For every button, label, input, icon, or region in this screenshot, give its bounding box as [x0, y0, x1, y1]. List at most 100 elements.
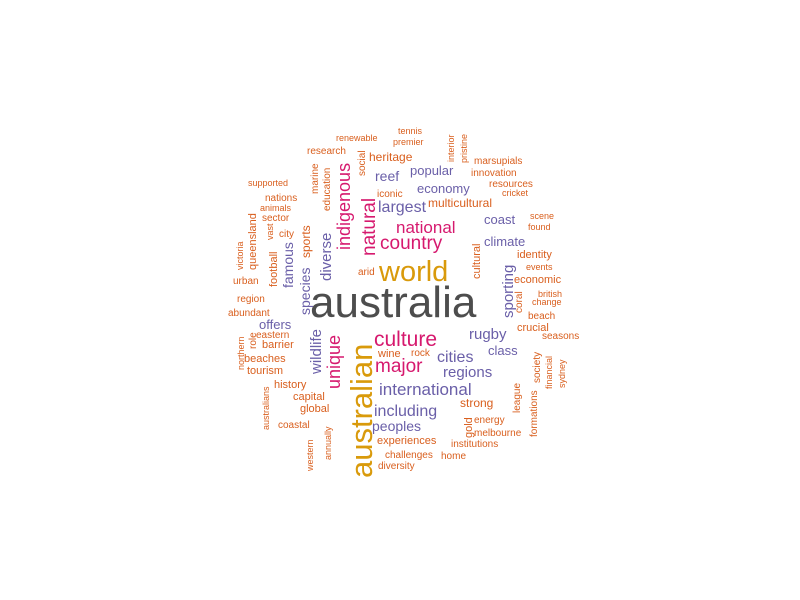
word-innovation: innovation	[471, 168, 517, 179]
word-strong: strong	[460, 396, 493, 410]
word-heritage: heritage	[369, 150, 413, 164]
word-british: british	[538, 289, 562, 299]
word-australia: australia	[310, 278, 477, 327]
word-formations: formations	[529, 390, 540, 437]
word-climate: climate	[484, 234, 525, 249]
word-social: social	[357, 150, 368, 176]
word-role: role	[248, 332, 259, 349]
word-research: research	[307, 146, 346, 157]
word-iconic: iconic	[377, 189, 403, 200]
word-rock: rock	[411, 348, 431, 359]
word-events: events	[526, 262, 553, 272]
word-western: western	[305, 439, 315, 472]
word-diverse: diverse	[318, 233, 335, 281]
word-history: history	[274, 379, 307, 391]
word-sector: sector	[262, 213, 290, 224]
word-beaches: beaches	[244, 353, 286, 365]
word-marine: marine	[310, 163, 321, 194]
word-scene: scene	[530, 211, 554, 221]
word-nations: nations	[265, 193, 297, 204]
word-national: national	[396, 218, 456, 237]
word-world: world	[378, 256, 448, 288]
word-cities: cities	[437, 349, 473, 366]
word-culture: culture	[374, 328, 437, 351]
word-renewable: renewable	[336, 133, 378, 143]
word-sporting: sporting	[500, 265, 517, 318]
word-identity: identity	[517, 249, 552, 261]
word-including: including	[374, 403, 437, 420]
word-major: major	[375, 356, 423, 377]
word-energy: energy	[474, 415, 505, 426]
word-experiences: experiences	[377, 435, 437, 447]
word-species: species	[297, 268, 313, 315]
word-regions: regions	[443, 364, 492, 381]
word-victoria: victoria	[235, 241, 245, 270]
word-found: found	[528, 222, 551, 232]
word-interior: interior	[446, 134, 456, 162]
word-global: global	[300, 403, 329, 415]
word-coastal: coastal	[278, 420, 310, 431]
word-premier: premier	[393, 137, 424, 147]
word-economy: economy	[417, 181, 470, 196]
word-education: education	[322, 168, 333, 211]
word-rugby: rugby	[469, 326, 507, 343]
word-gold: gold	[463, 417, 475, 438]
word-urban: urban	[233, 276, 259, 287]
word-diversity: diversity	[378, 461, 415, 472]
word-capital: capital	[293, 391, 325, 403]
word-class: class	[488, 343, 518, 358]
word-melbourne: melbourne	[474, 428, 522, 439]
word-institutions: institutions	[451, 439, 498, 450]
word-pristine: pristine	[459, 134, 469, 163]
word-financial: financial	[544, 356, 554, 389]
word-australian: australian	[344, 344, 379, 478]
word-wildlife: wildlife	[308, 329, 325, 375]
word-barrier: barrier	[262, 339, 294, 351]
word-city: city	[279, 229, 294, 240]
word-natural: natural	[359, 198, 380, 256]
word-northern: northern	[236, 336, 246, 370]
word-tourism: tourism	[247, 365, 283, 377]
word-coast: coast	[484, 212, 515, 227]
word-famous: famous	[280, 242, 296, 288]
word-indigenous: indigenous	[334, 163, 354, 250]
word-league: league	[512, 383, 523, 413]
word-beach: beach	[528, 311, 555, 322]
word-annually: annually	[323, 426, 333, 460]
word-queensland: queensland	[247, 213, 259, 270]
word-marsupials: marsupials	[474, 156, 522, 167]
word-abundant: abundant	[228, 308, 270, 319]
word-eastern: eastern	[256, 330, 289, 341]
word-vast: vast	[265, 223, 275, 240]
word-animals: animals	[260, 203, 292, 213]
word-peoples: peoples	[372, 418, 421, 434]
word-cloud-words: australia australian world culture country ma…	[228, 126, 579, 478]
word-supported: supported	[248, 178, 288, 188]
word-reef: reef	[375, 168, 399, 184]
word-crucial: crucial	[517, 322, 549, 334]
word-cricket: cricket	[502, 188, 529, 198]
word-country: country	[380, 233, 443, 254]
word-international: international	[379, 380, 472, 399]
word-sports: sports	[299, 225, 313, 258]
word-challenges: challenges	[385, 450, 433, 461]
word-seasons: seasons	[542, 331, 579, 342]
word-largest: largest	[378, 199, 427, 216]
word-tennis: tennis	[398, 126, 423, 136]
word-football: football	[268, 252, 280, 287]
word-offers: offers	[259, 317, 292, 332]
word-society: society	[532, 352, 543, 383]
word-cultural: cultural	[471, 244, 483, 279]
word-economic: economic	[514, 274, 562, 286]
word-wine: wine	[377, 348, 401, 360]
word-change: change	[532, 297, 562, 307]
word-sydney: sydney	[557, 359, 567, 388]
word-multicultural: multicultural	[428, 196, 492, 210]
word-australians: australians	[261, 386, 271, 430]
word-unique: unique	[324, 335, 344, 389]
word-home: home	[441, 451, 466, 462]
word-coral: coral	[514, 291, 525, 313]
word-popular: popular	[410, 163, 454, 178]
word-arid: arid	[358, 267, 375, 278]
